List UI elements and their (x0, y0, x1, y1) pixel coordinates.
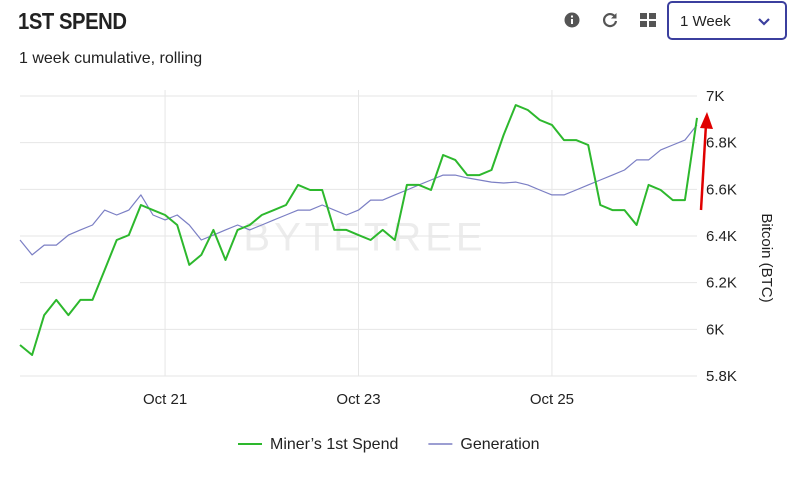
y-tick-label: 6.4K (706, 228, 737, 245)
lines (19, 104, 698, 356)
dropdown-arrow (758, 18, 770, 26)
subtitle: 1 week cumulative, rolling (19, 50, 203, 67)
y-tick-label: 6.2K (706, 275, 737, 292)
y-axis-title: Bitcoin (BTC) (758, 213, 775, 302)
legend-label: Generation (460, 436, 539, 453)
title: 1ST SPEND (18, 8, 127, 34)
legend-label: Miner’s 1st Spend (270, 436, 398, 453)
y-tick-label: 7K (706, 88, 724, 105)
series-line (19, 104, 698, 356)
period-dropdown[interactable]: 1 Week (667, 1, 787, 40)
legend-item[interactable]: Generation (428, 436, 540, 453)
info-icon[interactable] (563, 11, 581, 29)
annotation-arrow (699, 112, 713, 211)
x-tick-label: Oct 23 (336, 391, 380, 408)
legend-item[interactable]: Miner’s 1st Spend (238, 436, 398, 453)
refresh-icon[interactable] (601, 11, 619, 29)
x-tick-label: Oct 25 (530, 391, 574, 408)
x-tick-label: Oct 21 (143, 391, 187, 408)
layout-icon[interactable] (639, 11, 657, 29)
y-tick-label: 6K (706, 321, 724, 338)
y-tick-label: 6.6K (706, 181, 737, 198)
legend: Miner’s 1st Spend Generation (238, 436, 540, 453)
period-label: 1 Week (680, 13, 731, 30)
y-tick-label: 6.8K (706, 135, 737, 152)
y-tick-label: 5.8K (706, 368, 737, 385)
series-line (19, 124, 698, 256)
